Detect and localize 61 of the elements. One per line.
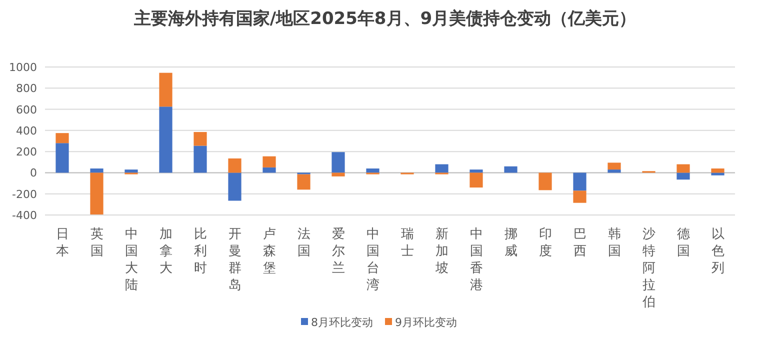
- bar: [573, 172, 586, 191]
- x-tick-label: 沙特阿拉伯: [641, 227, 656, 310]
- x-tick-label: 中国台湾: [366, 227, 380, 293]
- x-tick-label: 比利时: [194, 227, 207, 276]
- x-tick-label: 挪威: [504, 227, 518, 259]
- bar: [711, 172, 724, 176]
- x-tick-label: 巴西: [573, 227, 586, 259]
- y-tick-label: 1000: [9, 61, 37, 74]
- bar: [470, 172, 483, 188]
- bar: [470, 170, 483, 173]
- legend-label: 8月环比变动: [311, 316, 373, 329]
- x-tick-label: 中国香港: [470, 227, 483, 293]
- x-tick-label: 卢森堡: [262, 227, 276, 276]
- x-tick-label: 爱尔兰: [332, 227, 345, 276]
- y-tick-label: 200: [16, 146, 37, 159]
- bar: [608, 162, 621, 170]
- bar: [538, 172, 552, 190]
- x-tick-label: 开曼群岛: [228, 227, 242, 293]
- bar: [56, 143, 69, 173]
- bar: [90, 168, 104, 173]
- x-tick-label: 瑞士: [400, 227, 414, 259]
- y-tick-label: 400: [16, 124, 37, 138]
- bar: [262, 156, 276, 168]
- bar: [332, 172, 345, 176]
- bar: [124, 170, 138, 173]
- x-tick-label: 中国大陆: [124, 227, 138, 293]
- bar: [228, 158, 242, 173]
- y-tick-label: 800: [16, 82, 37, 96]
- bar: [676, 172, 690, 180]
- legend-label: 9月环比变动: [395, 316, 457, 329]
- bar: [228, 172, 242, 201]
- chart-title: 主要海外持有国家/地区2025年8月、9月美债持仓变动（亿美元）: [132, 9, 636, 29]
- bar: [435, 164, 448, 173]
- bar: [159, 106, 172, 173]
- bar: [504, 166, 518, 173]
- bar: [194, 132, 207, 146]
- x-tick-label: 韩国: [608, 227, 621, 259]
- bar: [194, 146, 207, 173]
- bar: [711, 168, 724, 173]
- bar: [262, 167, 276, 173]
- y-tick-label: 0: [30, 166, 37, 180]
- bar: [90, 172, 104, 214]
- x-tick-label: 加拿大: [159, 227, 172, 276]
- x-tick-label: 日本: [56, 227, 69, 259]
- bar: [332, 152, 345, 173]
- x-tick-label: 印度: [538, 227, 552, 259]
- bar: [297, 174, 310, 190]
- bar: [159, 72, 172, 107]
- x-tick-label: 以色列: [711, 227, 724, 276]
- y-tick-label: -400: [12, 209, 37, 222]
- bar: [366, 168, 380, 173]
- y-tick-label: -200: [12, 188, 37, 201]
- x-tick-label: 法国: [297, 227, 310, 259]
- x-tick-label: 德国: [676, 227, 690, 259]
- y-tick-label: 600: [16, 103, 37, 116]
- x-tick-label: 英国: [90, 227, 104, 259]
- bar: [608, 170, 621, 173]
- x-tick-label: 新加坡: [434, 227, 448, 276]
- bar: [676, 164, 690, 173]
- bar: [573, 190, 586, 203]
- bar: [56, 133, 69, 144]
